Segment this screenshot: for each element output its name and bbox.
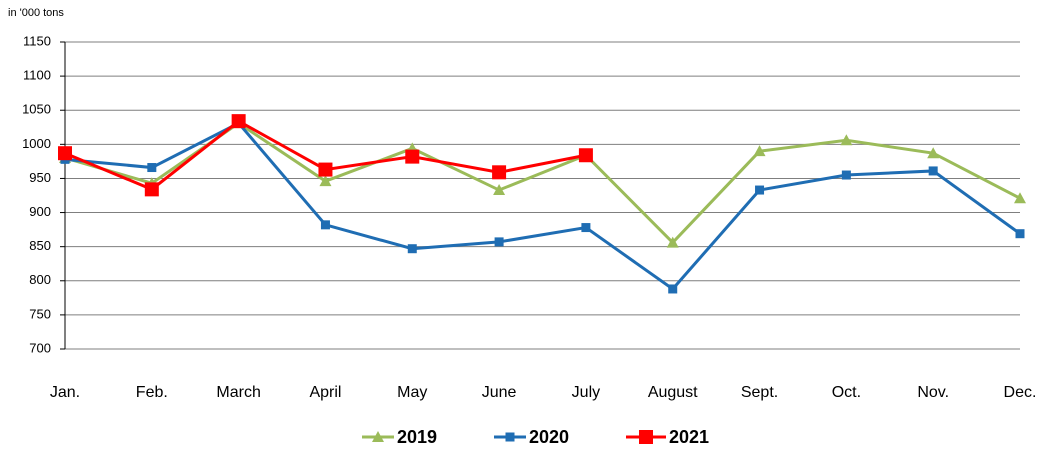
marker: [578, 148, 593, 163]
marker: [144, 182, 159, 197]
x-tick-label: Dec.: [1004, 384, 1037, 401]
marker: [494, 237, 504, 247]
marker: [407, 244, 417, 254]
marker: [666, 236, 679, 248]
y-tick-label: 1000: [22, 136, 51, 151]
unit-label: in '000 tons: [8, 7, 64, 19]
legend-item: 2020: [494, 427, 569, 447]
marker: [753, 145, 766, 157]
marker: [639, 430, 653, 444]
series-line: [64, 121, 1021, 245]
marker: [927, 147, 940, 159]
marker: [755, 185, 765, 195]
marker: [318, 162, 333, 177]
x-tick-label: Feb.: [136, 384, 168, 401]
marker: [320, 220, 330, 230]
x-tick-label: April: [309, 384, 341, 401]
y-tick-label: 1150: [23, 33, 51, 48]
y-tick-label: 1100: [23, 68, 51, 83]
legend-label: 2021: [669, 427, 709, 447]
y-tick-label: 800: [29, 272, 51, 287]
y-tick-label: 750: [29, 306, 51, 321]
x-tick-label: June: [482, 384, 517, 401]
x-tick-label: May: [397, 384, 427, 401]
marker: [319, 175, 332, 187]
x-tick-label: August: [648, 384, 698, 401]
series-line: [64, 121, 1021, 291]
x-tick-label: July: [572, 384, 600, 401]
y-tick-label: 900: [29, 204, 51, 219]
marker: [841, 170, 851, 180]
y-tick-label: 950: [29, 170, 51, 185]
marker: [405, 149, 420, 164]
marker: [493, 184, 506, 196]
legend-item: 2021: [626, 427, 709, 447]
y-tick-label: 700: [29, 340, 51, 355]
marker: [492, 165, 507, 180]
marker: [928, 166, 938, 176]
y-tick-label: 1050: [22, 102, 51, 117]
marker: [581, 223, 591, 233]
x-tick-label: Oct.: [832, 384, 861, 401]
x-tick-label: Nov.: [917, 384, 949, 401]
legend-label: 2019: [397, 427, 437, 447]
y-tick-label: 850: [29, 238, 51, 253]
marker: [231, 114, 246, 129]
marker: [840, 134, 853, 146]
marker: [1015, 229, 1025, 239]
x-tick-label: Sept.: [741, 384, 778, 401]
marker: [58, 146, 72, 161]
marker: [505, 432, 515, 442]
marker: [147, 163, 157, 173]
marker: [668, 284, 678, 294]
x-tick-label: Jan.: [50, 384, 80, 401]
legend-item: 2019: [362, 427, 437, 447]
x-tick-label: March: [216, 384, 260, 401]
marker: [372, 431, 384, 442]
legend-label: 2020: [529, 427, 569, 447]
marker: [1014, 192, 1026, 204]
